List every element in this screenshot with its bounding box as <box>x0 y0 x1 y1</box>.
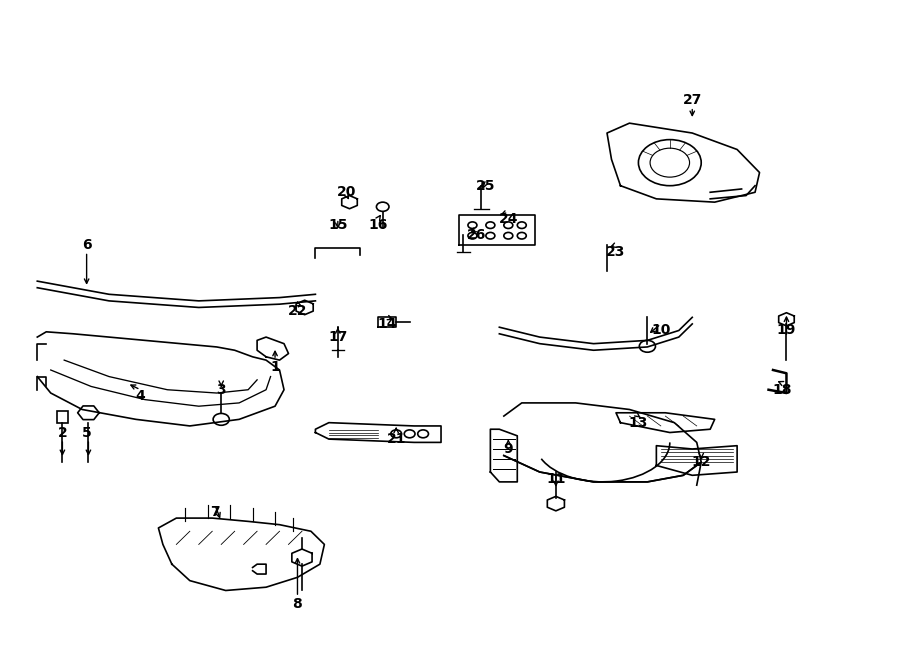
FancyBboxPatch shape <box>57 410 68 422</box>
Text: 17: 17 <box>328 330 347 344</box>
Text: 21: 21 <box>386 432 406 446</box>
Text: 15: 15 <box>328 218 347 232</box>
Text: 6: 6 <box>82 238 92 252</box>
Text: 26: 26 <box>467 228 487 242</box>
Text: 9: 9 <box>503 442 513 456</box>
Text: 7: 7 <box>210 504 220 518</box>
Text: 20: 20 <box>338 185 356 199</box>
Text: 18: 18 <box>772 383 792 397</box>
Text: 13: 13 <box>629 416 648 430</box>
Text: 3: 3 <box>216 383 226 397</box>
Text: 25: 25 <box>476 178 496 193</box>
Text: 22: 22 <box>288 304 307 318</box>
Text: 8: 8 <box>292 597 302 611</box>
Text: 11: 11 <box>546 471 565 486</box>
Text: 12: 12 <box>691 455 711 469</box>
Text: 19: 19 <box>777 323 797 338</box>
Text: 27: 27 <box>682 93 702 107</box>
Text: 16: 16 <box>368 218 388 232</box>
Text: 5: 5 <box>82 426 92 440</box>
Text: 1: 1 <box>270 360 280 373</box>
Text: 14: 14 <box>377 317 397 331</box>
Text: 24: 24 <box>499 212 518 225</box>
Text: 23: 23 <box>607 245 625 258</box>
Text: 10: 10 <box>652 323 670 338</box>
Text: 2: 2 <box>58 426 68 440</box>
Text: 4: 4 <box>136 389 145 403</box>
